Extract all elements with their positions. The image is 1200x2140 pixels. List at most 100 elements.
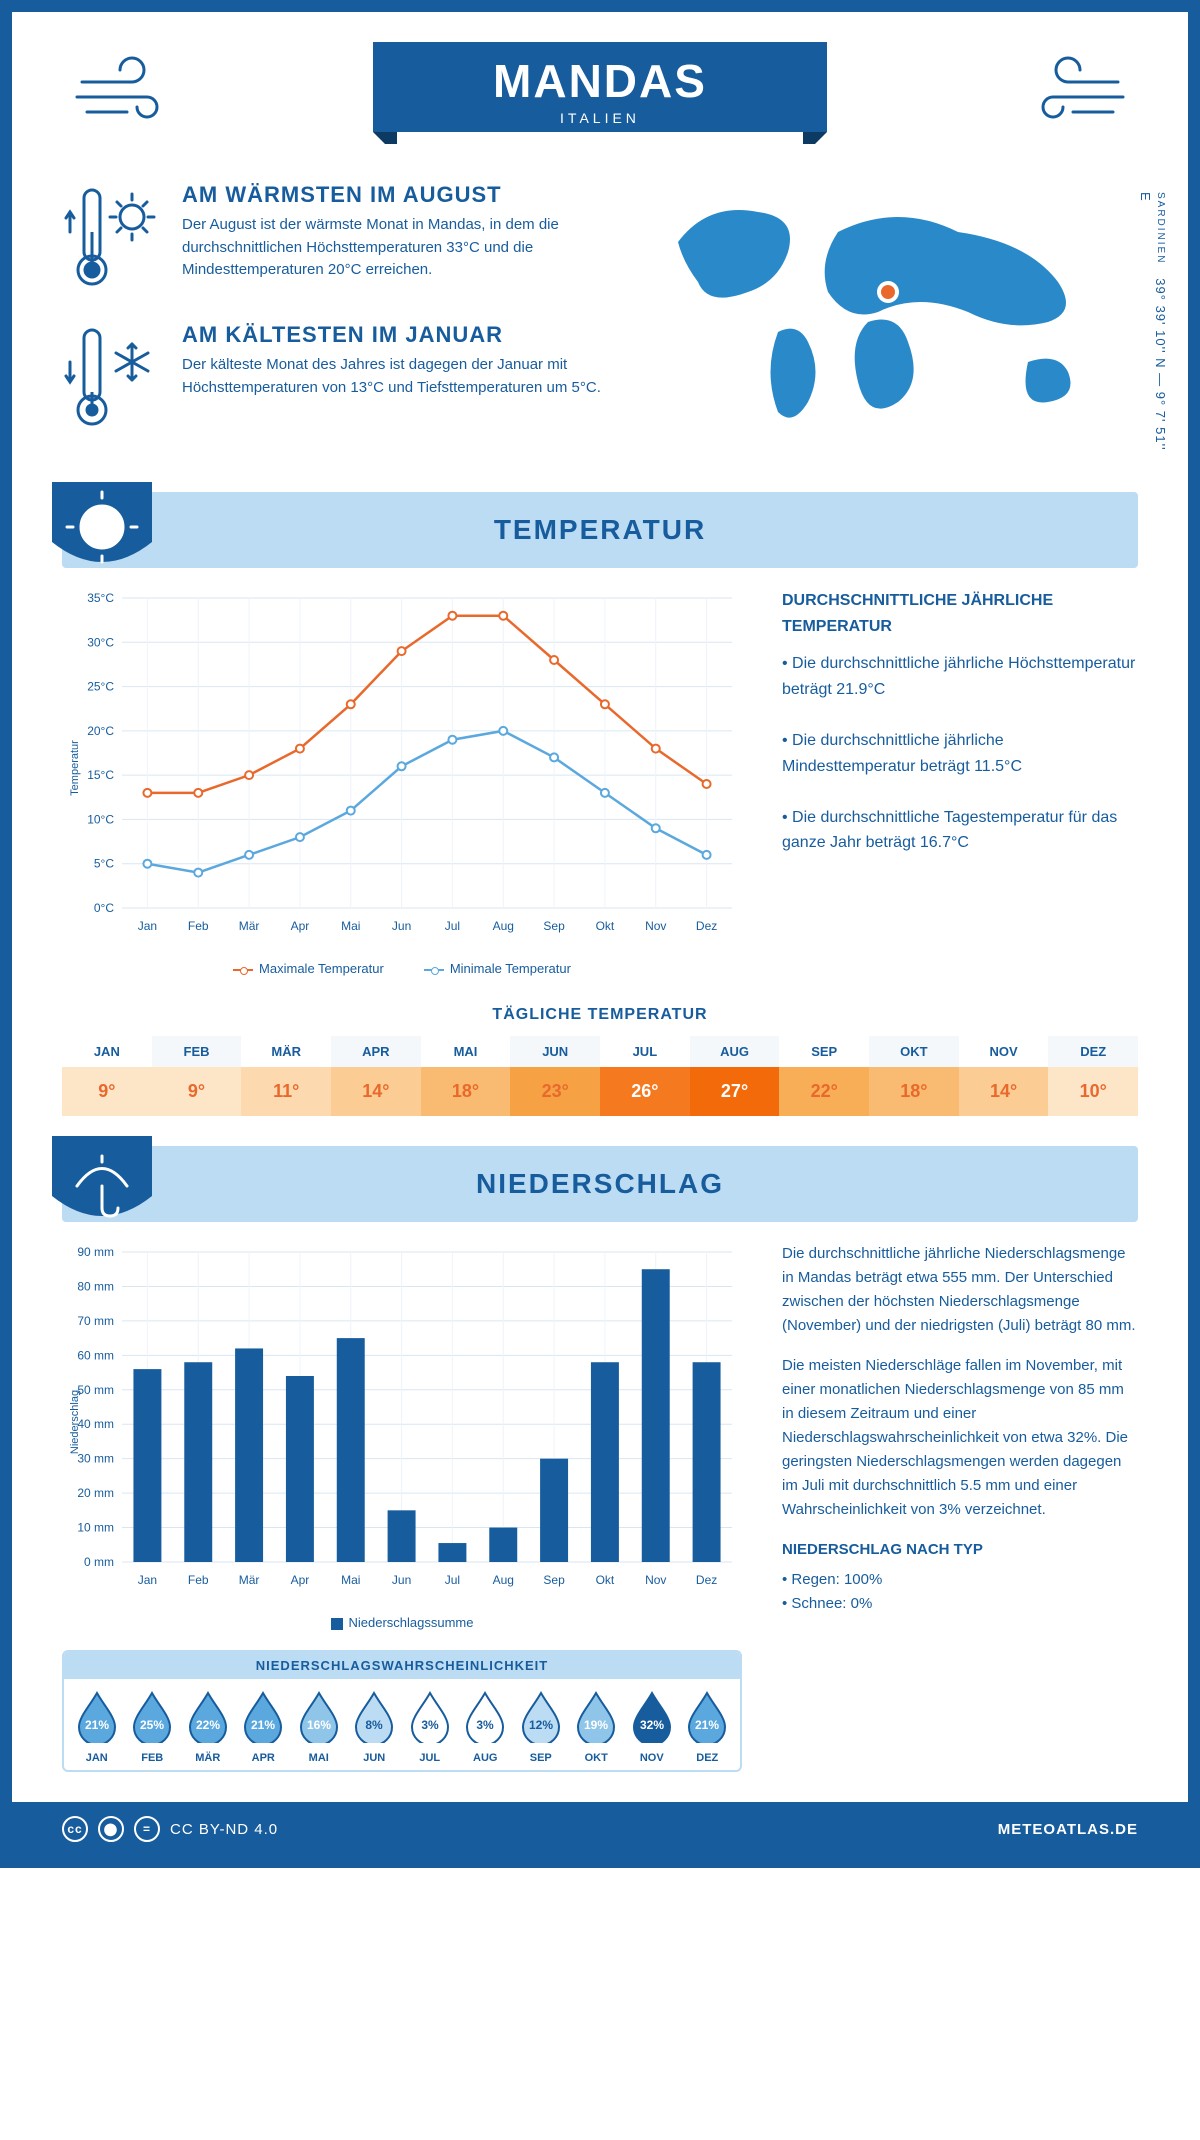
svg-text:Temperatur: Temperatur	[69, 740, 81, 796]
svg-text:Aug: Aug	[493, 1573, 514, 1587]
svg-text:25%: 25%	[140, 1718, 164, 1732]
probability-drop: 22% MÄR	[181, 1689, 235, 1764]
license-text: CC BY-ND 4.0	[170, 1821, 278, 1838]
svg-text:21%: 21%	[695, 1718, 719, 1732]
header: MANDAS ITALIEN	[62, 42, 1138, 152]
svg-text:Okt: Okt	[596, 1573, 615, 1587]
svg-text:Dez: Dez	[696, 1573, 717, 1587]
wind-icon	[1018, 52, 1128, 132]
wind-icon	[72, 52, 182, 132]
precip-left: 0 mm10 mm20 mm30 mm40 mm50 mm60 mm70 mm8…	[62, 1242, 742, 1772]
svg-text:30 mm: 30 mm	[77, 1452, 114, 1466]
intro-row: AM WÄRMSTEN IM AUGUST Der August ist der…	[62, 182, 1138, 462]
svg-text:10°C: 10°C	[87, 812, 114, 826]
warmest-text: Der August ist der wärmste Monat in Mand…	[182, 214, 618, 282]
temperature-section-header: TEMPERATUR	[62, 492, 1138, 568]
svg-text:Jul: Jul	[445, 919, 460, 933]
temp-info-title: DURCHSCHNITTLICHE JÄHRLICHE TEMPERATUR	[782, 588, 1138, 639]
svg-text:19%: 19%	[584, 1718, 608, 1732]
license-block: cc ⬤ = CC BY-ND 4.0	[62, 1816, 278, 1842]
daily-month-cell: NOV	[959, 1036, 1049, 1067]
probability-drop: 25% FEB	[126, 1689, 180, 1764]
svg-text:5°C: 5°C	[94, 857, 114, 871]
footer: cc ⬤ = CC BY-ND 4.0 METEOATLAS.DE	[12, 1802, 1188, 1856]
svg-text:20 mm: 20 mm	[77, 1486, 114, 1500]
svg-text:Nov: Nov	[645, 919, 666, 933]
svg-text:Jan: Jan	[138, 1573, 157, 1587]
svg-text:Okt: Okt	[596, 919, 615, 933]
country-subtitle: ITALIEN	[493, 110, 707, 126]
svg-text:Mär: Mär	[239, 1573, 260, 1587]
daily-temp-cell: 27°	[690, 1067, 780, 1116]
temperature-line-chart: 0°C5°C10°C15°C20°C25°C30°C35°CJanFebMärA…	[62, 588, 742, 948]
content-area: MANDAS ITALIEN AM WÄRMSTEN IM AUGUST Der…	[12, 12, 1188, 1802]
daily-temp-cell: 11°	[241, 1067, 331, 1116]
daily-temp-cell: 14°	[959, 1067, 1049, 1116]
svg-text:35°C: 35°C	[87, 591, 114, 605]
svg-text:Nov: Nov	[645, 1573, 666, 1587]
svg-text:Jan: Jan	[138, 919, 157, 933]
coldest-text: Der kälteste Monat des Jahres ist dagege…	[182, 354, 618, 399]
legend-max: Maximale Temperatur	[259, 961, 384, 976]
svg-text:Sep: Sep	[543, 1573, 565, 1587]
svg-text:Sep: Sep	[543, 919, 565, 933]
probability-box: NIEDERSCHLAGSWAHRSCHEINLICHKEIT 21% JAN …	[62, 1650, 742, 1772]
daily-month-cell: OKT	[869, 1036, 959, 1067]
probability-drop: 32% NOV	[625, 1689, 679, 1764]
svg-text:32%: 32%	[640, 1718, 664, 1732]
title-banner: MANDAS ITALIEN	[373, 42, 827, 132]
daily-month-cell: JAN	[62, 1036, 152, 1067]
precip-section-title: NIEDERSCHLAG	[476, 1168, 724, 1199]
precip-text: Die durchschnittliche jährliche Niedersc…	[782, 1242, 1138, 1772]
thermometer-sun-icon	[62, 182, 162, 292]
daily-temp-title: TÄGLICHE TEMPERATUR	[62, 1006, 1138, 1024]
svg-text:60 mm: 60 mm	[77, 1348, 114, 1362]
daily-month-cell: MÄR	[241, 1036, 331, 1067]
daily-temp-cell: 26°	[600, 1067, 690, 1116]
umbrella-badge-icon	[52, 1136, 152, 1236]
temp-section-title: TEMPERATUR	[494, 514, 706, 545]
by-icon: ⬤	[98, 1816, 124, 1842]
svg-text:50 mm: 50 mm	[77, 1383, 114, 1397]
region-label: SARDINIEN	[1155, 192, 1166, 264]
facts-column: AM WÄRMSTEN IM AUGUST Der August ist der…	[62, 182, 618, 462]
daily-temp-cell: 18°	[421, 1067, 511, 1116]
svg-text:Mai: Mai	[341, 1573, 360, 1587]
precip-legend-label: Niederschlagssumme	[349, 1615, 474, 1630]
daily-temp-cell: 23°	[510, 1067, 600, 1116]
probability-drop: 21% APR	[237, 1689, 291, 1764]
svg-text:90 mm: 90 mm	[77, 1245, 114, 1259]
precip-bar-chart: 0 mm10 mm20 mm30 mm40 mm50 mm60 mm70 mm8…	[62, 1242, 742, 1602]
daily-month-cell: SEP	[779, 1036, 869, 1067]
daily-month-cell: JUN	[510, 1036, 600, 1067]
svg-text:Jun: Jun	[392, 1573, 411, 1587]
svg-text:15°C: 15°C	[87, 768, 114, 782]
svg-text:80 mm: 80 mm	[77, 1279, 114, 1293]
precip-p2: Die meisten Niederschläge fallen im Nove…	[782, 1354, 1138, 1522]
probability-drop: 8% JUN	[348, 1689, 402, 1764]
svg-text:40 mm: 40 mm	[77, 1417, 114, 1431]
daily-temp-cell: 9°	[152, 1067, 242, 1116]
daily-month-cell: JUL	[600, 1036, 690, 1067]
precip-legend: Niederschlagssumme	[62, 1615, 742, 1630]
svg-text:30°C: 30°C	[87, 635, 114, 649]
thermometer-snow-icon	[62, 322, 162, 432]
daily-month-cell: MAI	[421, 1036, 511, 1067]
svg-text:70 mm: 70 mm	[77, 1314, 114, 1328]
svg-text:Apr: Apr	[291, 1573, 310, 1587]
temp-legend: .sw[style*='e9692c']::after{border-color…	[62, 961, 742, 976]
daily-month-cell: AUG	[690, 1036, 780, 1067]
probability-drop: 3% JUL	[403, 1689, 457, 1764]
warmest-fact: AM WÄRMSTEN IM AUGUST Der August ist der…	[62, 182, 618, 292]
precip-type1: • Regen: 100%	[782, 1568, 1138, 1592]
precip-p1: Die durchschnittliche jährliche Niedersc…	[782, 1242, 1138, 1338]
temp-chart-wrap: 0°C5°C10°C15°C20°C25°C30°C35°CJanFebMärA…	[62, 588, 742, 976]
temp-info-b3: • Die durchschnittliche Tagestemperatur …	[782, 805, 1138, 856]
sun-badge-icon	[52, 482, 152, 582]
probability-drop: 16% MAI	[292, 1689, 346, 1764]
temperature-body: 0°C5°C10°C15°C20°C25°C30°C35°CJanFebMärA…	[62, 588, 1138, 976]
cc-icon: cc	[62, 1816, 88, 1842]
coldest-title: AM KÄLTESTEN IM JANUAR	[182, 322, 618, 348]
probability-drop: 3% AUG	[459, 1689, 513, 1764]
daily-month-cell: DEZ	[1048, 1036, 1138, 1067]
